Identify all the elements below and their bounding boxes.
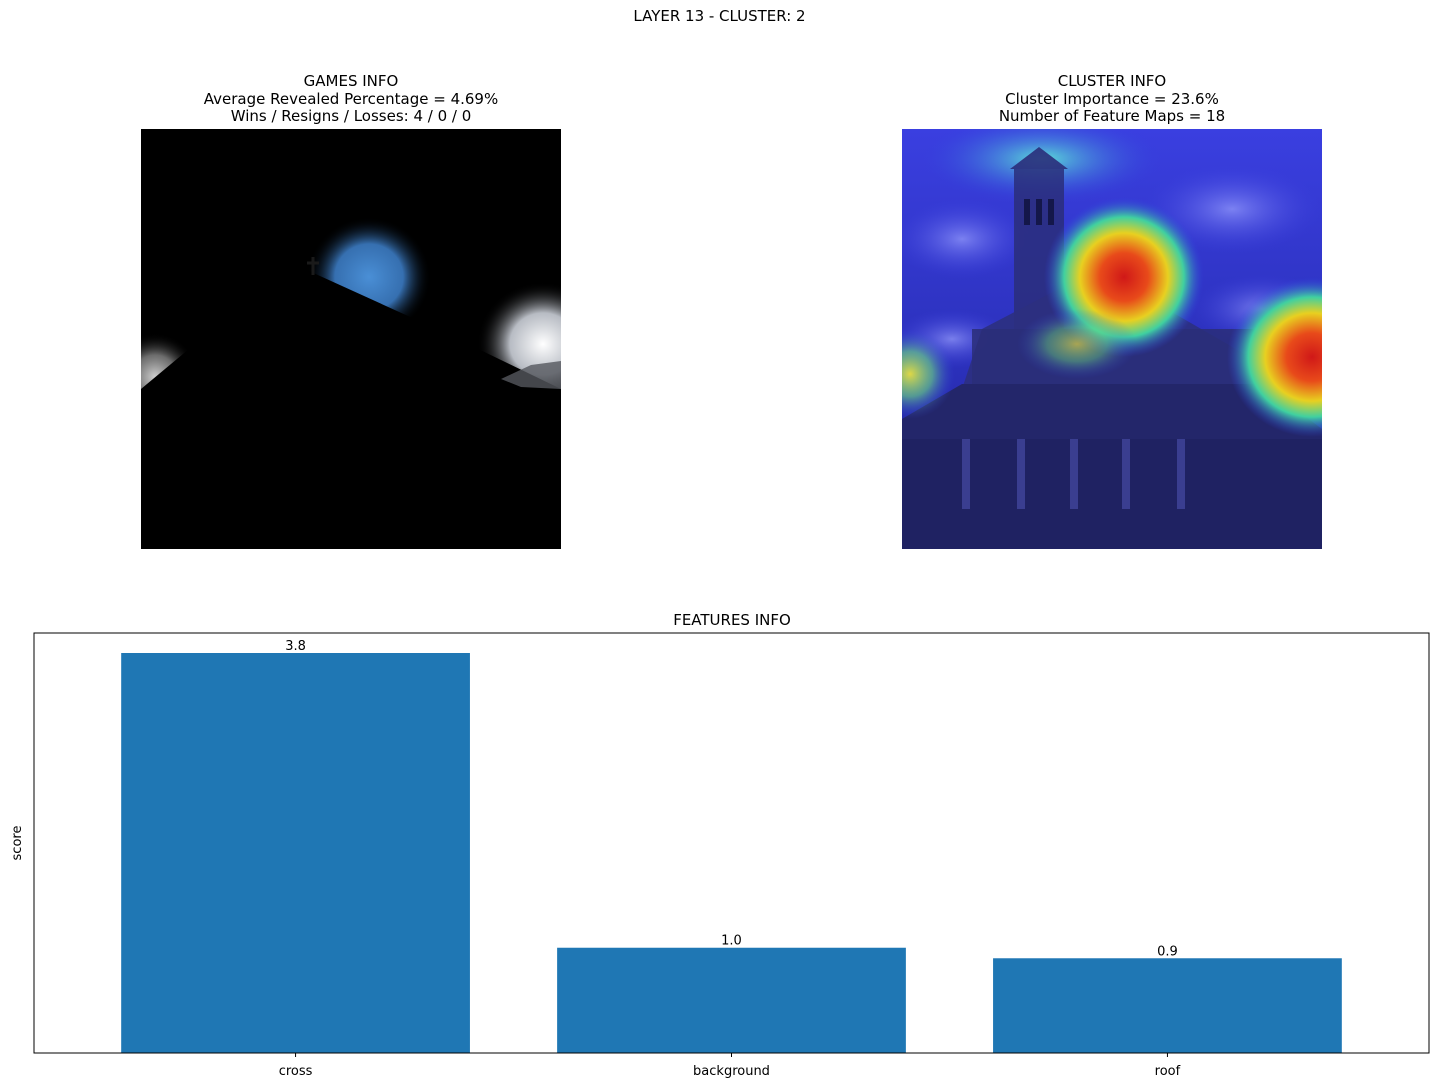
figure-suptitle: LAYER 13 - CLUSTER: 2: [633, 7, 806, 25]
games-revealed-percentage: Average Revealed Percentage = 4.69%: [203, 89, 499, 108]
chart-title: FEATURES INFO: [673, 611, 791, 629]
cluster-info-heading: CLUSTER INFO: [1057, 72, 1167, 90]
features-chart-svg: FEATURES INFO score 3.8 1.0 0.9 cross backg…: [10, 611, 1430, 1079]
revealed-image-graphic: [141, 129, 561, 549]
bar-value-label-cross: 3.8: [285, 639, 306, 654]
revealed-image: [141, 129, 561, 549]
games-info-heading: GAMES INFO: [303, 72, 399, 90]
x-tick-label-cross: cross: [279, 1064, 313, 1079]
bar-background: [557, 947, 906, 1053]
bar-cross: [121, 653, 470, 1053]
x-tick-label-roof: roof: [1155, 1064, 1181, 1079]
bar-roof: [993, 958, 1342, 1053]
games-wins-resigns-losses: Wins / Resigns / Losses: 4 / 0 / 0: [230, 107, 472, 125]
bar-value-label-background: 1.0: [721, 934, 742, 949]
y-axis-label: score: [10, 826, 25, 861]
x-ticks-layer: cross background roof: [279, 1053, 1181, 1079]
cluster-heatmap-graphic: [902, 129, 1322, 549]
bar-value-label-roof: 0.9: [1157, 944, 1178, 959]
cluster-heatmap-image: [902, 129, 1322, 549]
bars-layer: 3.8 1.0 0.9: [121, 639, 1342, 1053]
cluster-importance: Cluster Importance = 23.6%: [1005, 89, 1219, 108]
cluster-info-title-block: CLUSTER INFO Cluster Importance = 23.6% …: [902, 72, 1322, 126]
x-tick-label-background: background: [693, 1064, 770, 1079]
features-chart: FEATURES INFO score 3.8 1.0 0.9 cross backg…: [0, 600, 1439, 1087]
games-info-title-block: GAMES INFO Average Revealed Percentage =…: [141, 72, 561, 126]
cluster-feature-maps: Number of Feature Maps = 18: [998, 107, 1226, 125]
